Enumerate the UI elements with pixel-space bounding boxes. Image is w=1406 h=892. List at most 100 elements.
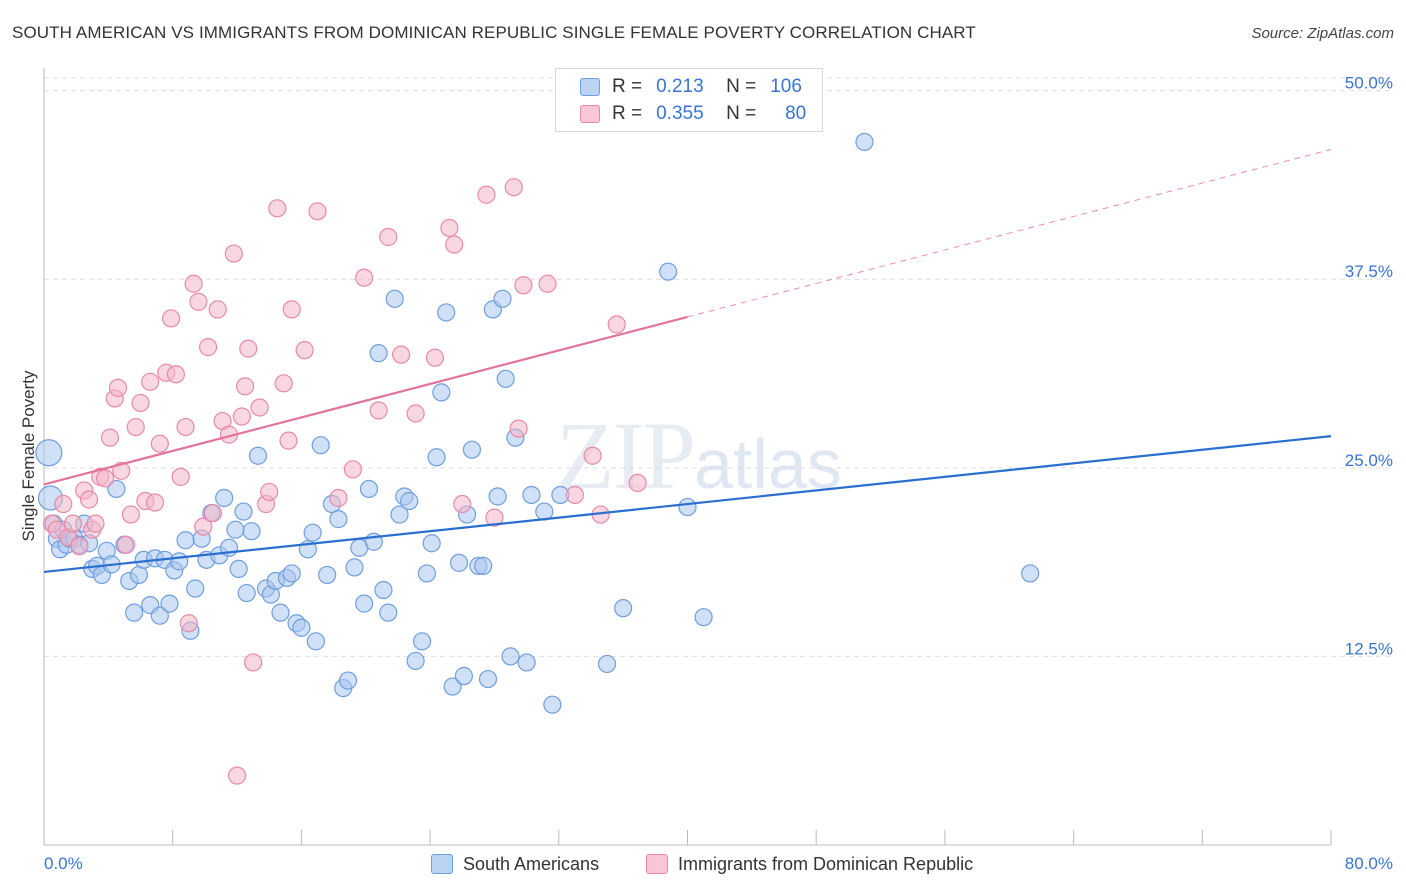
south-american-point <box>359 479 379 499</box>
south-american-point <box>374 580 393 600</box>
south-american-point <box>427 448 446 467</box>
legend-r-value: 0.355 <box>656 103 704 124</box>
legend-n-label: N = <box>726 76 757 97</box>
dominican-trendline <box>43 315 688 486</box>
dominican-point <box>453 494 472 514</box>
south-american-point <box>422 534 441 553</box>
south-american-point <box>412 632 432 651</box>
dominican-point <box>176 417 195 437</box>
x-tick-label-max: 80.0% <box>1345 854 1393 873</box>
bottom-legend-south-americans[interactable]: South Americans <box>431 852 599 876</box>
y-tick-label: 25.0% <box>1345 451 1393 470</box>
dominican-point <box>268 199 287 218</box>
south-american-point <box>437 303 456 322</box>
dominican-point <box>260 482 279 502</box>
south-american-point <box>311 436 330 455</box>
south-american-point <box>271 603 290 622</box>
south-american-point <box>454 666 473 686</box>
dominican-point <box>244 653 263 672</box>
south-american-point <box>379 603 398 622</box>
dominican-point <box>379 227 398 247</box>
south-american-point <box>678 497 697 517</box>
south-american-point <box>186 579 205 598</box>
dominican-point <box>179 614 198 633</box>
south-american-point <box>248 446 268 465</box>
dominican-point <box>86 514 105 533</box>
bottom-legend-swatch-pink <box>646 854 668 874</box>
dominican-point <box>538 274 557 293</box>
dominican-point <box>203 503 223 523</box>
legend-swatch-blue <box>580 78 600 96</box>
dominican-point <box>150 434 169 453</box>
south-american-point <box>597 654 617 674</box>
south-american-point <box>234 502 253 521</box>
dominican-point <box>583 446 602 465</box>
south-american-point <box>462 440 482 459</box>
legend-r-label: R = <box>612 76 643 97</box>
dominican-point <box>126 417 145 437</box>
south-american-point <box>124 603 144 622</box>
legend-r-label: R = <box>612 103 643 124</box>
dominican-trend-extension <box>687 148 1332 318</box>
correlation-legend: R = 0.213 N = 106 R = 0.355 N = 80 <box>555 68 823 132</box>
dominican-point <box>329 488 348 508</box>
south-american-point <box>417 564 436 583</box>
dominican-point <box>628 473 647 493</box>
south-american-point <box>694 608 713 627</box>
south-american-point <box>400 491 419 511</box>
bottom-legend-label: South Americans <box>463 853 600 874</box>
dominican-point <box>198 338 218 357</box>
legend-row-dominican: R = 0.355 N = 80 <box>580 102 806 126</box>
dominican-point <box>224 244 243 263</box>
dominican-point <box>161 309 181 328</box>
south-american-point <box>306 632 325 651</box>
south-american-point <box>338 671 358 690</box>
dominican-point <box>100 428 120 447</box>
south-american-point <box>237 583 256 603</box>
dominican-point <box>355 268 374 287</box>
south-american-point <box>176 531 195 550</box>
south-american-point <box>522 485 541 505</box>
south-american-point <box>292 618 311 637</box>
dominican-point <box>607 315 626 334</box>
dominican-point <box>250 398 269 417</box>
dominican-point <box>112 461 131 480</box>
legend-r-value: 0.213 <box>656 76 704 97</box>
south-american-point <box>443 677 462 696</box>
south-american-point <box>1021 564 1040 583</box>
bottom-legend-label: Immigrants from Dominican Republic <box>678 853 974 874</box>
south-american-point <box>614 599 633 618</box>
dominican-point <box>392 345 411 364</box>
y-tick-label: 12.5% <box>1345 639 1393 658</box>
south-american-point <box>390 505 409 524</box>
dominican-point <box>96 469 115 488</box>
dominican-point <box>282 300 301 319</box>
south-american-point <box>35 439 63 467</box>
south-american-point <box>160 594 179 613</box>
source-label: Source: ZipAtlas.com <box>1251 25 1394 42</box>
dominican-point <box>295 341 314 360</box>
south-american-point <box>229 559 248 579</box>
south-american-point <box>385 289 404 308</box>
dominican-point <box>232 407 251 426</box>
south-american-point <box>303 523 322 542</box>
legend-row-south-americans: R = 0.213 N = 106 <box>580 75 802 99</box>
dominican-point <box>274 374 293 393</box>
dominican-point <box>54 494 73 514</box>
south-american-point <box>369 344 388 363</box>
dominican-point <box>369 401 388 420</box>
south-american-point <box>355 594 374 613</box>
y-axis-label: Single Female Poverty <box>19 370 38 542</box>
bottom-legend-dominican[interactable]: Immigrants from Dominican Republic <box>646 852 973 876</box>
legend-n-label: N = <box>726 103 757 124</box>
dominican-point <box>440 218 459 238</box>
south-american-point <box>432 383 451 402</box>
dominican-point <box>79 490 99 509</box>
dominican-point <box>504 178 523 197</box>
south-american-point <box>449 553 469 572</box>
dominican-point <box>425 348 445 367</box>
dominican-point <box>445 235 464 254</box>
dominican-point <box>239 339 258 358</box>
south-american-point <box>129 565 149 585</box>
